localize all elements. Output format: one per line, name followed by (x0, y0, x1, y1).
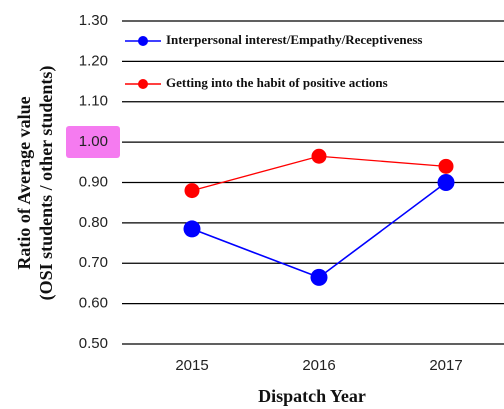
marker (184, 183, 200, 199)
y-axis-label: (OSI students / other students) (36, 66, 57, 301)
y-axis-label: Ratio of Average value (14, 96, 34, 269)
x-tick-label: 2015 (175, 357, 208, 374)
marker (437, 174, 455, 191)
legend-marker (138, 36, 148, 46)
marker (311, 148, 327, 164)
y-tick-label: 0.80 (79, 214, 108, 231)
legend-bg (122, 75, 504, 93)
legend-bg (122, 32, 504, 50)
marker (183, 220, 201, 238)
y-tick-label: 1.30 (79, 12, 108, 29)
marker (438, 158, 454, 174)
y-tick-label: 0.90 (79, 173, 108, 190)
x-tick-label: 2017 (429, 357, 462, 374)
legend-label: Getting into the habit of positive actio… (166, 75, 388, 90)
y-tick-label: 0.60 (79, 295, 108, 312)
x-tick-label: 2016 (302, 357, 335, 374)
x-axis-label: Dispatch Year (258, 386, 366, 406)
y-tick-label: 1.20 (79, 52, 108, 69)
y-tick-label: 1.00 (79, 133, 108, 150)
marker (310, 268, 328, 286)
y-tick-label: 0.50 (79, 335, 108, 352)
tick-highlight (66, 126, 120, 158)
y-tick-label: 0.70 (79, 254, 108, 271)
legend-label: Interpersonal interest/Empathy/Receptive… (166, 32, 422, 47)
legend-marker (138, 79, 148, 89)
y-tick-label: 1.10 (79, 93, 108, 110)
